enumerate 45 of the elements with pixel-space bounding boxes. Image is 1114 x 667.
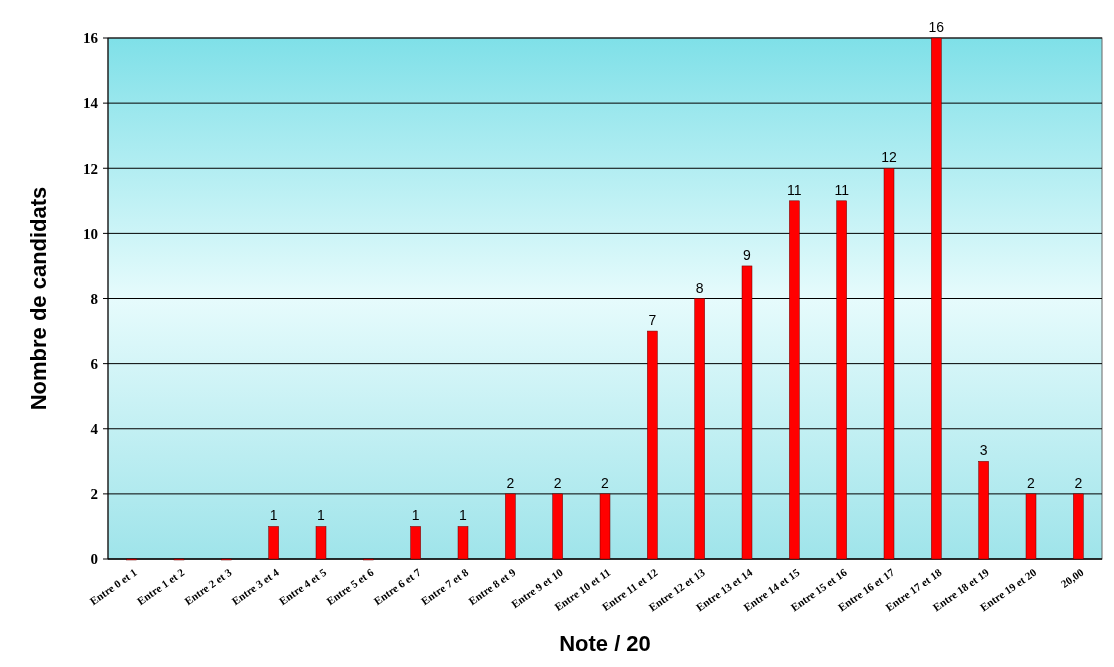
bar [978, 461, 989, 560]
data-label: 2 [553, 474, 562, 491]
data-label: 2 [1027, 474, 1036, 491]
bar [694, 298, 705, 560]
y-tick-label: 16 [83, 30, 99, 47]
bar [883, 168, 895, 560]
bar [647, 330, 658, 560]
y-axis-title: Nombre de candidats [26, 186, 51, 411]
y-tick-label: 4 [90, 421, 99, 437]
data-label: 11 [787, 181, 802, 198]
bar [1073, 493, 1084, 560]
x-axis-title: Note / 20 [559, 631, 651, 656]
bar [931, 37, 942, 560]
bar [552, 493, 563, 560]
bar [268, 526, 279, 560]
data-label: 8 [695, 279, 704, 296]
bar [789, 200, 800, 560]
y-tick-label: 10 [83, 225, 98, 242]
bar [457, 526, 469, 560]
y-tick-label: 6 [90, 355, 99, 372]
data-label: 7 [648, 312, 657, 329]
data-label: 1 [317, 507, 326, 524]
data-label: 3 [979, 442, 988, 459]
bar [315, 526, 327, 560]
data-label: 2 [1074, 474, 1083, 491]
y-tick-label: 12 [83, 160, 98, 177]
bar [599, 493, 611, 560]
data-label: 1 [459, 507, 468, 524]
y-tick-label: 0 [90, 551, 98, 568]
data-label: 11 [834, 181, 850, 198]
data-label: 16 [928, 19, 945, 35]
data-label: 1 [411, 507, 420, 524]
bar [410, 526, 421, 560]
data-label: 2 [601, 474, 610, 491]
y-tick-label: 2 [90, 486, 98, 503]
bar [836, 200, 847, 560]
bar [505, 493, 516, 560]
y-tick-label: 8 [90, 290, 98, 307]
bar [741, 265, 753, 560]
data-label: 12 [881, 149, 897, 166]
data-label: 2 [506, 474, 515, 491]
data-label: 1 [269, 507, 278, 524]
data-label: 9 [743, 246, 752, 263]
y-tick-label: 14 [83, 95, 99, 112]
bar [1025, 493, 1037, 560]
